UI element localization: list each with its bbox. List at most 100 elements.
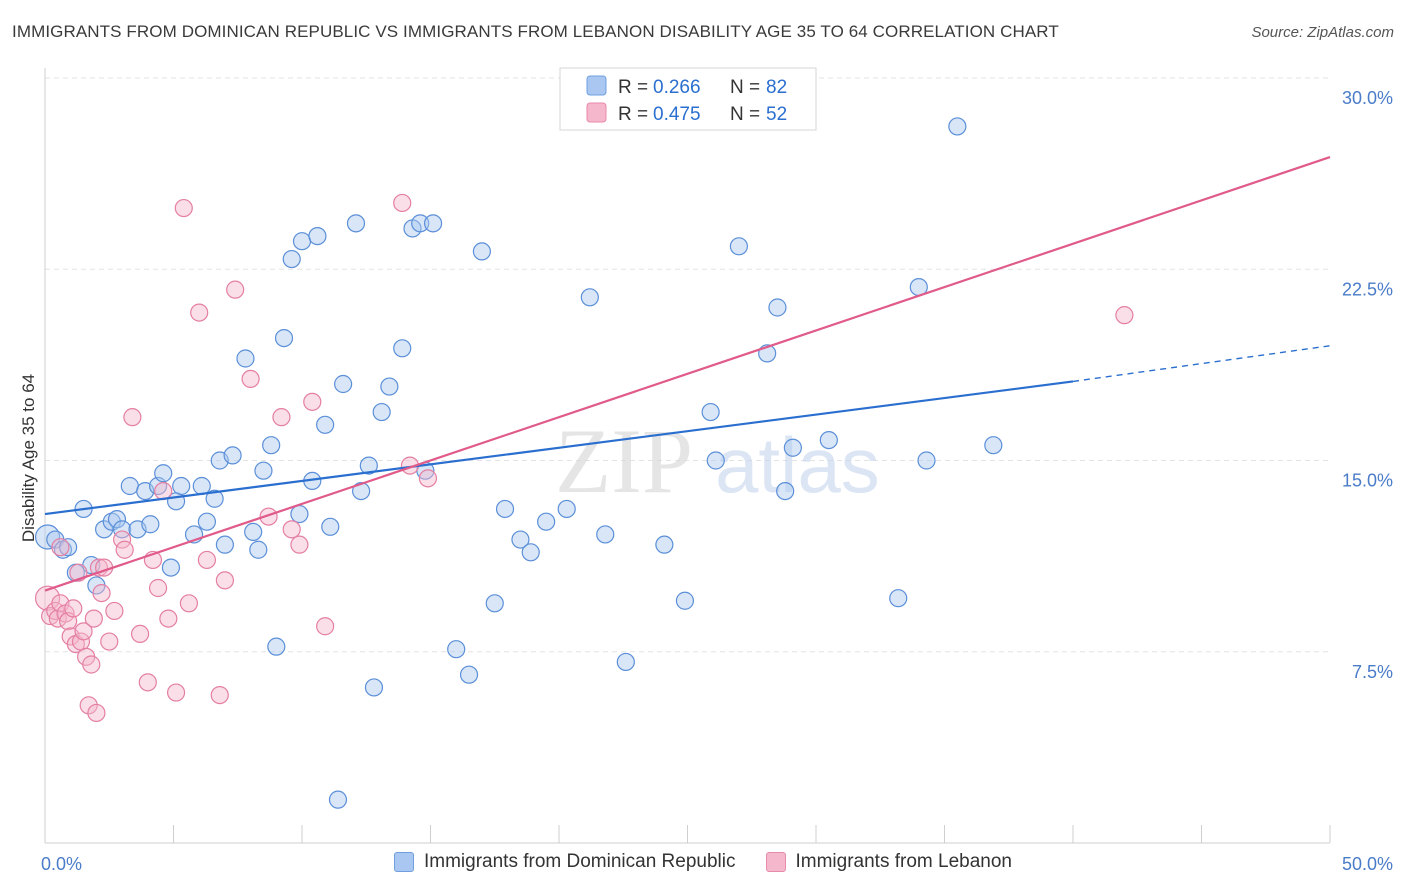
legend-n-label-blue: N =	[730, 77, 760, 98]
point-dominican	[53, 540, 73, 559]
legend-n-value-pink: 52	[766, 104, 787, 125]
bottom-legend-swatch-pink	[765, 852, 786, 872]
point-lebanon	[92, 583, 111, 603]
point-dominican	[889, 589, 908, 608]
point-dominican	[59, 538, 78, 557]
point-dominican	[459, 665, 479, 684]
point-dominican	[701, 402, 720, 422]
point-dominican	[729, 237, 749, 256]
point-dominican	[472, 242, 491, 261]
point-dominican	[655, 535, 674, 554]
point-lebanon	[282, 520, 301, 539]
bottom-legend-item-lebanon: Immigrants from Lebanon	[765, 851, 1013, 873]
bottom-legend-label-dominican: Immigrants from Dominican Republic	[424, 851, 736, 872]
point-dominican	[447, 640, 466, 659]
legend-r-value-pink: 0.475	[653, 104, 701, 125]
legend-swatch-pink	[586, 102, 607, 123]
point-dominican	[262, 436, 281, 455]
y-tick-label: 7.5%	[1352, 662, 1393, 682]
point-lebanon	[174, 198, 193, 218]
point-dominican	[393, 339, 412, 358]
legend-r-value-blue: 0.266	[653, 77, 701, 98]
point-dominican	[292, 232, 312, 251]
point-dominican	[334, 374, 353, 394]
point-lebanon	[34, 585, 61, 611]
point-dominican	[308, 227, 327, 246]
bottom-legend-label-lebanon: Immigrants from Lebanon	[795, 851, 1013, 872]
point-dominican	[154, 464, 173, 483]
point-dominican	[783, 438, 802, 457]
grid-lines	[45, 77, 1330, 653]
point-lebanon	[115, 540, 134, 559]
point-dominican	[917, 451, 936, 470]
x-tick-label-min: 0.0%	[41, 854, 82, 874]
point-dominican	[675, 591, 695, 610]
point-dominican	[141, 515, 160, 534]
legend-n-value-blue: 82	[766, 77, 787, 98]
point-dominican	[120, 476, 139, 496]
point-dominican	[236, 349, 255, 368]
point-lebanon	[105, 601, 124, 621]
y-tick-label: 15.0%	[1342, 471, 1393, 491]
point-lebanon	[179, 594, 199, 613]
point-dominican	[352, 482, 371, 501]
point-dominican	[380, 377, 399, 396]
point-dominican	[197, 512, 217, 531]
trend-lines	[44, 156, 1331, 592]
point-dominican	[107, 510, 127, 529]
point-dominican	[254, 461, 273, 480]
legend-n-label-pink: N =	[730, 104, 760, 125]
point-dominican	[316, 415, 335, 434]
bottom-legend: Immigrants from Dominican Republic Immig…	[0, 851, 1406, 873]
point-dominican	[768, 298, 787, 317]
point-lebanon	[123, 408, 142, 427]
point-lebanon	[79, 696, 98, 715]
trend-line-dominican	[44, 380, 1074, 516]
point-lebanon	[226, 280, 245, 299]
point-dominican	[776, 482, 795, 501]
trend-line-lebanon	[44, 156, 1331, 592]
point-dominican	[495, 499, 515, 519]
axes	[44, 68, 1331, 844]
point-dominican	[423, 214, 443, 233]
trend-line-dominican-extension	[1072, 345, 1331, 383]
y-tick-label: 22.5%	[1342, 279, 1393, 299]
point-lebanon	[74, 622, 93, 641]
point-dominican	[359, 456, 378, 475]
point-lebanon	[64, 599, 83, 618]
y-axis-label: Disability Age 35 to 64	[19, 374, 38, 542]
chart-title: IMMIGRANTS FROM DOMINICAN REPUBLIC VS IM…	[12, 22, 1059, 41]
point-lebanon	[241, 369, 260, 388]
bottom-legend-item-dominican: Immigrants from Dominican Republic	[394, 851, 736, 873]
point-lebanon	[51, 538, 70, 557]
point-lebanon	[138, 673, 157, 692]
point-dominican	[290, 504, 309, 524]
point-dominican	[984, 436, 1003, 455]
point-dominican	[511, 530, 530, 549]
point-dominican	[102, 512, 121, 531]
point-lebanon	[316, 617, 335, 636]
point-lebanon	[130, 624, 150, 644]
point-dominican	[215, 535, 234, 554]
point-dominican	[282, 249, 301, 269]
point-dominican	[411, 214, 430, 233]
point-lebanon	[82, 655, 101, 674]
point-lebanon	[393, 193, 412, 213]
point-dominican	[161, 558, 181, 577]
point-dominican	[557, 499, 576, 519]
point-dominican	[580, 288, 599, 307]
legend-box: R = 0.266 N = 82 R = 0.475 N = 52	[559, 67, 817, 131]
legend-swatch-blue	[586, 75, 607, 96]
point-lebanon	[290, 535, 309, 554]
y-tick-label: 30.0%	[1342, 88, 1393, 108]
point-lebanon	[215, 571, 234, 590]
point-lebanon	[272, 408, 291, 427]
point-dominican	[112, 520, 132, 539]
point-dominican	[596, 525, 615, 544]
point-lebanon	[166, 683, 186, 702]
point-lebanon	[197, 550, 217, 570]
point-lebanon	[259, 507, 278, 526]
point-dominican	[192, 476, 211, 496]
point-dominican	[616, 652, 635, 672]
